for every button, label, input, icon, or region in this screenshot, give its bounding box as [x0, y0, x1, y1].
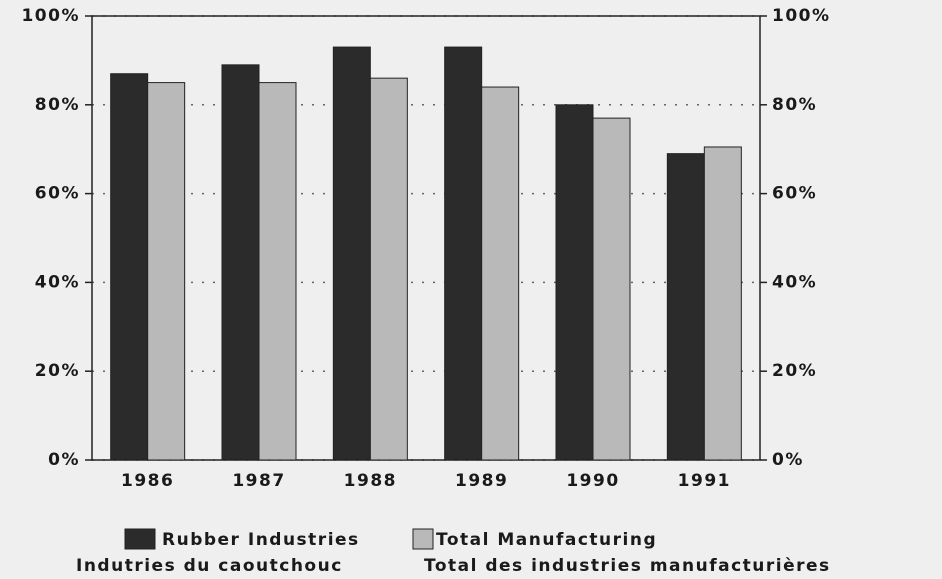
bar: [221, 64, 260, 461]
bar: [481, 86, 520, 461]
y2-tick-label: 20%: [772, 361, 817, 381]
y-tick-label: 40%: [35, 272, 80, 292]
y2-tick-label: 80%: [772, 95, 817, 115]
legend-label: Total Manufacturing: [436, 530, 657, 550]
bar: [110, 73, 149, 461]
y2-tick-label: 60%: [772, 184, 817, 204]
bar: [444, 46, 483, 461]
plot-frame: [91, 15, 761, 461]
legend-label-secondary: Indutries du caoutchouc: [76, 556, 343, 576]
x-tick-label: 1987: [232, 471, 285, 491]
legend-label: Rubber Industries: [162, 530, 360, 550]
bar: [332, 46, 371, 461]
y2-tick-label: 0%: [772, 450, 804, 470]
bar: [369, 77, 408, 461]
y-tick-label: 80%: [35, 95, 80, 115]
x-tick-label: 1990: [566, 471, 619, 491]
x-tick-label: 1991: [678, 471, 731, 491]
bar: [147, 82, 186, 461]
bar: [666, 153, 705, 461]
legend-swatch: [412, 528, 434, 550]
bar: [258, 82, 297, 461]
y-tick-label: 60%: [35, 184, 80, 204]
y2-tick-label: 100%: [772, 6, 831, 26]
x-tick-label: 1989: [455, 471, 508, 491]
bar: [555, 104, 594, 461]
y-tick-label: 20%: [35, 361, 80, 381]
bar: [703, 146, 742, 461]
legend-label-secondary: Total des industries manufacturières: [424, 556, 831, 576]
y-tick-label: 0%: [48, 450, 80, 470]
y-tick-label: 100%: [21, 6, 80, 26]
x-tick-label: 1986: [121, 471, 174, 491]
y2-tick-label: 40%: [772, 272, 817, 292]
bar: [592, 117, 631, 461]
x-tick-label: 1988: [344, 471, 397, 491]
legend-swatch: [124, 528, 156, 550]
